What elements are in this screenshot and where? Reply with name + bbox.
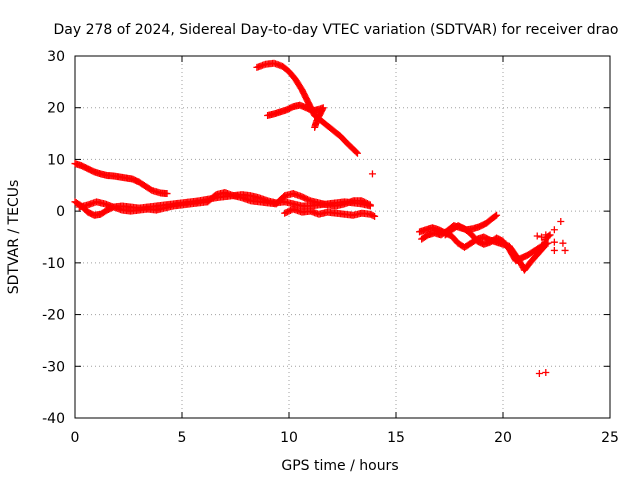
x-tick-label: 25	[601, 430, 619, 446]
chart-title: Day 278 of 2024, Sidereal Day-to-day VTE…	[53, 22, 618, 38]
data-point	[369, 212, 377, 220]
data-point	[493, 211, 501, 219]
data-point	[544, 239, 552, 247]
data-point	[492, 212, 500, 220]
x-tick-label: 5	[178, 430, 187, 446]
y-tick-label: -30	[42, 359, 65, 375]
data-point	[561, 246, 569, 254]
y-tick-label: 0	[56, 204, 65, 220]
y-tick-label: 20	[47, 101, 65, 117]
data-point	[365, 200, 373, 208]
y-tick-label: 10	[47, 152, 65, 168]
data-point	[366, 201, 374, 209]
y-tick-label: -40	[42, 411, 65, 427]
data-point	[550, 226, 558, 234]
data-points	[71, 59, 569, 378]
x-tick-label: 15	[387, 430, 405, 446]
y-axis-label: SDTVAR / TECUs	[6, 180, 22, 295]
data-point	[353, 149, 361, 157]
data-point	[352, 148, 360, 156]
data-point	[559, 239, 567, 247]
y-tick-label: -10	[42, 256, 65, 272]
data-point	[542, 368, 550, 376]
data-point	[550, 238, 558, 246]
y-tick-label: 30	[47, 49, 65, 65]
data-point	[535, 370, 543, 378]
x-axis-label: GPS time / hours	[281, 458, 398, 474]
data-point	[557, 217, 565, 225]
y-tick-label: -20	[42, 308, 65, 324]
data-point	[538, 233, 546, 241]
axis-ticks: 0 5 10 15 20 25 -40 -30 -20 -10 0 10 20 30	[42, 49, 619, 446]
x-tick-label: 10	[280, 430, 298, 446]
x-tick-label: 20	[494, 430, 512, 446]
x-tick-label: 0	[71, 430, 80, 446]
data-point	[533, 232, 541, 240]
data-point	[368, 170, 376, 178]
data-point	[163, 190, 171, 198]
plot-frame	[74, 55, 611, 419]
data-point	[371, 212, 379, 220]
data-point	[311, 123, 319, 131]
data-point	[550, 246, 558, 254]
grid	[75, 56, 610, 418]
data-point	[542, 231, 550, 239]
data-point	[545, 232, 553, 240]
